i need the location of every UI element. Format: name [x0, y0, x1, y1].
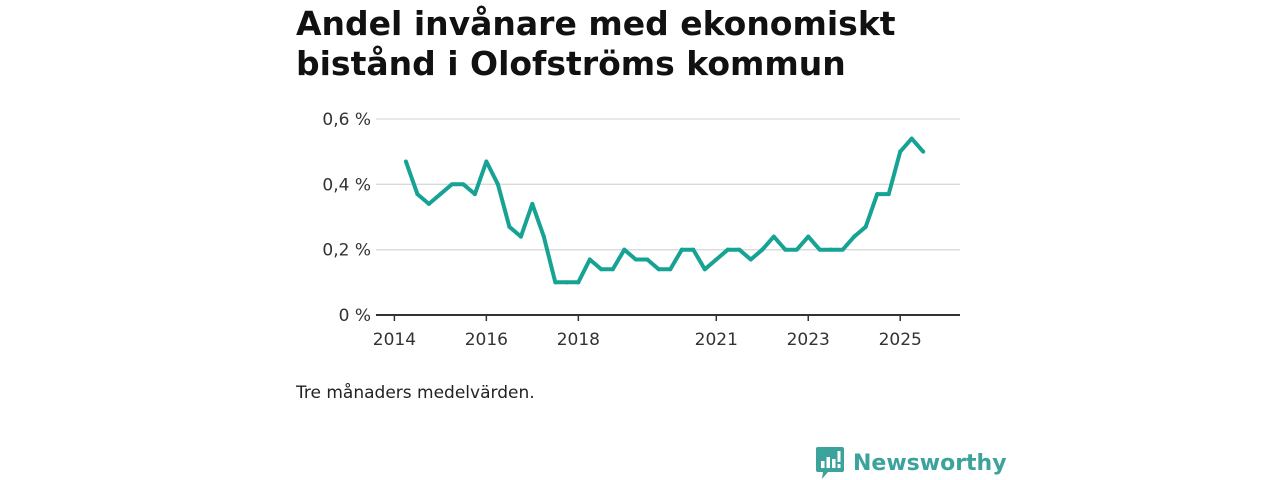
data-point	[921, 149, 926, 154]
chart-note: Tre månaders medelvärden.	[296, 383, 535, 403]
data-point	[898, 149, 903, 154]
y-tick-label: 0,6 %	[322, 110, 371, 130]
data-point	[484, 159, 489, 164]
data-point	[691, 247, 696, 252]
data-point	[794, 247, 799, 252]
data-point	[863, 224, 868, 229]
x-axis-labels: 2014 2016 2018 2021 2023 2025	[373, 330, 922, 350]
x-tick-label: 2025	[879, 330, 922, 350]
axes	[376, 314, 960, 321]
data-point	[668, 267, 673, 272]
brand-logo: Newsworthy	[815, 446, 1007, 480]
data-point	[840, 247, 845, 252]
brand-name: Newsworthy	[853, 450, 1007, 476]
data-point	[875, 192, 880, 197]
data-point	[426, 201, 431, 206]
data-point	[461, 182, 466, 187]
data-point	[829, 247, 834, 252]
data-point	[748, 257, 753, 262]
x-tick-label: 2023	[787, 330, 830, 350]
data-point	[449, 182, 454, 187]
data-point	[438, 192, 443, 197]
data-point	[518, 234, 523, 239]
grid-lines	[376, 118, 960, 251]
y-tick-label: 0,2 %	[322, 241, 371, 261]
data-point	[507, 224, 512, 229]
data-point	[679, 247, 684, 252]
data-point	[530, 201, 535, 206]
data-point	[622, 247, 627, 252]
data-point	[852, 234, 857, 239]
newsworthy-logo-icon	[816, 447, 844, 479]
data-point	[415, 192, 420, 197]
data-point	[771, 234, 776, 239]
series-line	[404, 136, 925, 285]
data-point	[495, 182, 500, 187]
data-point	[633, 257, 638, 262]
data-point	[553, 280, 558, 285]
data-point	[737, 247, 742, 252]
x-tick-label: 2018	[557, 330, 600, 350]
y-axis-labels: 0 % 0,2 % 0,4 % 0,6 %	[322, 110, 371, 326]
data-point	[472, 192, 477, 197]
data-point	[564, 280, 569, 285]
data-point	[909, 136, 914, 141]
data-point	[714, 257, 719, 262]
data-point	[886, 192, 891, 197]
series-layer	[403, 136, 926, 285]
x-tick-label: 2016	[465, 330, 508, 350]
y-tick-label: 0,4 %	[322, 175, 371, 195]
data-point	[783, 247, 788, 252]
data-point	[599, 267, 604, 272]
x-tick-label: 2014	[373, 330, 416, 350]
data-point	[403, 159, 408, 164]
data-point	[817, 247, 822, 252]
data-point	[702, 267, 707, 272]
data-point	[725, 247, 730, 252]
x-tick-label: 2021	[695, 330, 738, 350]
data-point	[587, 257, 592, 262]
data-point	[806, 234, 811, 239]
data-point	[656, 267, 661, 272]
data-point	[610, 267, 615, 272]
y-tick-label: 0 %	[339, 306, 371, 326]
data-point	[760, 247, 765, 252]
data-point	[645, 257, 650, 262]
data-point	[576, 280, 581, 285]
chart-title: Andel invånare med ekonomiskt bistånd i …	[296, 4, 896, 83]
data-point	[541, 234, 546, 239]
